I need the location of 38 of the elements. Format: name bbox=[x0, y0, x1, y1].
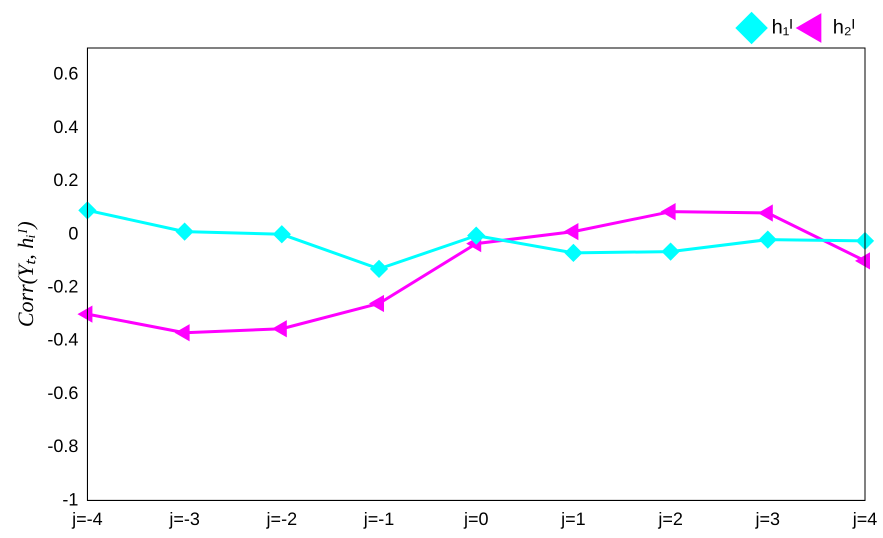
y-tick-label: 0 bbox=[68, 223, 78, 244]
x-tick-label: j=-1 bbox=[362, 509, 394, 530]
legend-label: h₁ᴵ bbox=[772, 16, 793, 39]
point bbox=[370, 296, 384, 312]
y-tick-label: -0.6 bbox=[47, 382, 78, 403]
point bbox=[759, 205, 773, 221]
x-tick-label: j=-2 bbox=[266, 509, 298, 530]
point bbox=[662, 204, 676, 220]
x-tick-label: j=1 bbox=[560, 509, 586, 530]
point bbox=[78, 306, 92, 322]
y-axis-title: Corr(Yₜ, hᵢᴵ) bbox=[12, 221, 38, 328]
x-tick-label: j=4 bbox=[852, 509, 878, 530]
point bbox=[564, 224, 578, 240]
x-tick-label: j=-3 bbox=[168, 509, 200, 530]
point bbox=[370, 260, 388, 278]
y-tick-label: 0.2 bbox=[53, 170, 78, 190]
point bbox=[78, 202, 96, 219]
point bbox=[662, 243, 680, 260]
x-tick-label: j=3 bbox=[754, 509, 780, 530]
point bbox=[856, 253, 870, 268]
x-tick-label: j=0 bbox=[462, 509, 488, 530]
legend-label: h₂ᴵ bbox=[832, 16, 856, 39]
point bbox=[273, 321, 287, 336]
point bbox=[468, 227, 485, 244]
x-tick-label: j=-4 bbox=[71, 509, 103, 530]
y-tick-label: -0.8 bbox=[47, 436, 78, 456]
y-tick-label: 0.6 bbox=[53, 64, 78, 84]
point bbox=[856, 232, 874, 250]
y-tick-label: -1 bbox=[62, 489, 78, 510]
y-tick-label: -0.4 bbox=[47, 330, 78, 350]
y-tick-label: -0.2 bbox=[47, 276, 78, 296]
point bbox=[564, 244, 582, 262]
y-tick-label: 0.4 bbox=[53, 116, 78, 137]
point bbox=[759, 231, 776, 248]
x-tick-label: j=2 bbox=[657, 509, 683, 530]
point bbox=[176, 325, 190, 340]
point bbox=[176, 223, 194, 240]
point bbox=[273, 226, 290, 243]
